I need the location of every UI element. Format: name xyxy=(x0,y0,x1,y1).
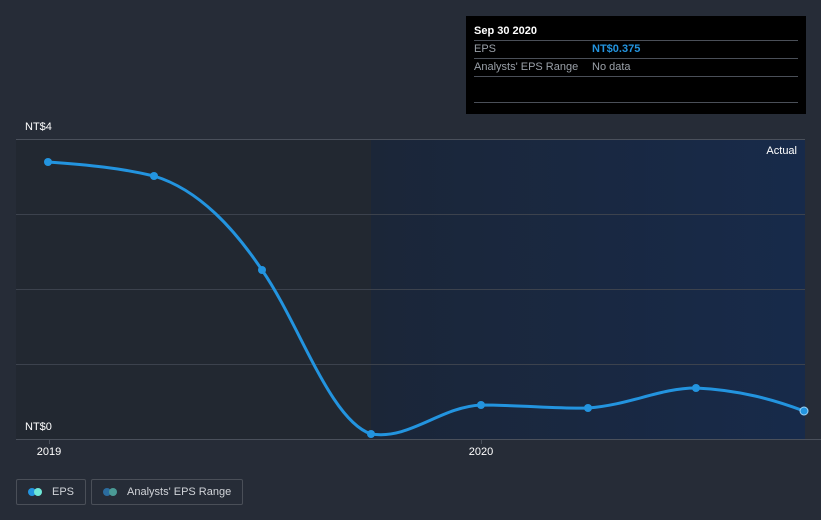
tooltip-range-label: Analysts' EPS Range xyxy=(474,61,579,73)
y-axis-top-label: NT$4 xyxy=(25,121,52,133)
tooltip-spacer xyxy=(474,76,798,102)
tooltip-row-range: Analysts' EPS Range No data xyxy=(474,58,798,76)
y-axis-bottom-label: NT$0 xyxy=(25,421,52,433)
chart-legend: EPS Analysts' EPS Range xyxy=(16,479,244,505)
data-tooltip: Sep 30 2020 EPS NT$0.375 Analysts' EPS R… xyxy=(466,16,806,114)
eps-legend-icon xyxy=(28,488,42,496)
analysts-range-legend-icon xyxy=(103,488,118,496)
x-axis-label-2019: 2019 xyxy=(36,446,62,458)
tooltip-eps-value: NT$0.375 xyxy=(592,43,641,55)
x-ticks xyxy=(49,440,482,444)
legend-item-eps[interactable]: EPS xyxy=(16,479,87,505)
actual-region-label: Actual xyxy=(766,145,797,157)
eps-line xyxy=(46,160,806,437)
tooltip-range-value: No data xyxy=(592,61,631,73)
legend-analysts-range-label: Analysts' EPS Range xyxy=(127,486,232,498)
tooltip-eps-label: EPS xyxy=(474,43,497,55)
legend-eps-label: EPS xyxy=(52,486,75,498)
eps-points xyxy=(44,158,809,438)
legend-item-analysts-range[interactable]: Analysts' EPS Range xyxy=(91,479,244,505)
x-axis-label-2020: 2020 xyxy=(468,446,494,458)
tooltip-divider xyxy=(474,102,798,103)
tooltip-row-eps: EPS NT$0.375 xyxy=(474,40,798,58)
tooltip-date: Sep 30 2020 xyxy=(474,25,537,37)
grid-lines xyxy=(16,139,821,440)
